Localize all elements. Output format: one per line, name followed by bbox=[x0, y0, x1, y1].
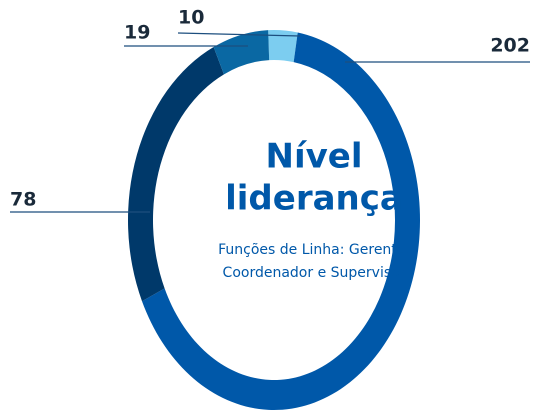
donut bbox=[128, 30, 420, 410]
data-label: 78 bbox=[10, 189, 36, 211]
data-label: 10 bbox=[178, 7, 204, 29]
data-label: 19 bbox=[124, 22, 150, 44]
chart-title-2: liderança bbox=[225, 179, 403, 219]
donut-segment bbox=[213, 30, 270, 75]
chart-subtitle-1: Funções de Linha: Gerente, bbox=[218, 242, 410, 258]
chart-title-1: Nível bbox=[266, 137, 363, 177]
data-label: 202 bbox=[490, 35, 530, 57]
leader-line bbox=[177, 32, 301, 37]
donut-segment bbox=[268, 30, 298, 63]
chart-subtitle-2: Coordenador e Supervisor bbox=[223, 265, 406, 281]
donut-segment bbox=[128, 47, 224, 302]
